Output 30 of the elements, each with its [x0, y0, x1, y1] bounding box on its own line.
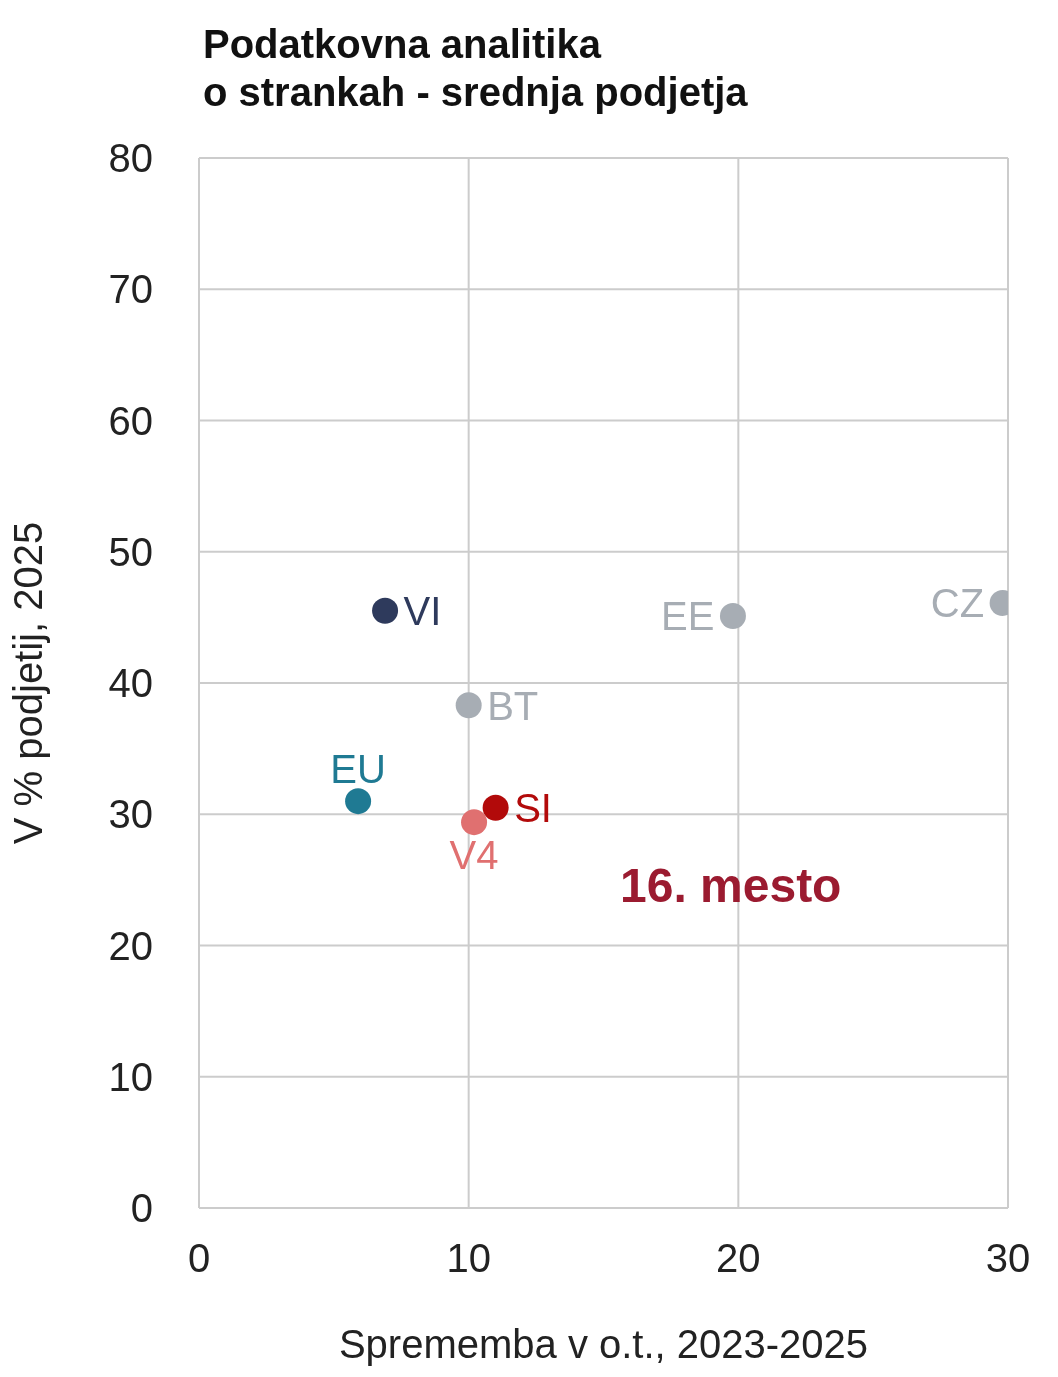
- series-label: V4: [449, 833, 499, 878]
- point: [372, 597, 399, 624]
- y-tick-label: 40: [108, 661, 153, 706]
- x-axis-title: Sprememba v o.t., 2023-2025: [338, 1322, 869, 1366]
- annotation: 16. mesto: [620, 858, 842, 913]
- point: [482, 794, 509, 821]
- series-label: SI: [514, 785, 552, 830]
- y-tick-label: 10: [108, 1054, 153, 1099]
- y-tick-label: 60: [108, 398, 153, 443]
- series-label: CZ: [930, 581, 985, 626]
- series-label: BT: [487, 683, 539, 728]
- x-tick-label: 20: [716, 1236, 761, 1281]
- point: [461, 809, 488, 836]
- point: [455, 692, 482, 719]
- x-tick-label: 10: [446, 1236, 491, 1281]
- y-tick-label: 0: [130, 1186, 153, 1231]
- series-label: EU: [330, 746, 386, 791]
- series-label: VI: [403, 589, 442, 634]
- y-tick-label: 50: [108, 529, 153, 574]
- series-label: EE: [661, 594, 715, 639]
- point: [719, 603, 746, 630]
- chart-title: Podatkovna analitika o strankah - srednja podjetja: [203, 21, 748, 116]
- y-tick-label: 80: [108, 136, 153, 181]
- x-tick-label: 30: [985, 1236, 1031, 1281]
- y-axis-title: V % podjetij, 2025: [6, 521, 51, 845]
- x-tick-label: 0: [187, 1236, 211, 1281]
- y-tick-label: 30: [108, 792, 153, 837]
- y-tick-label: 70: [108, 267, 153, 312]
- y-tick-label: 20: [108, 923, 153, 968]
- point: [345, 788, 372, 815]
